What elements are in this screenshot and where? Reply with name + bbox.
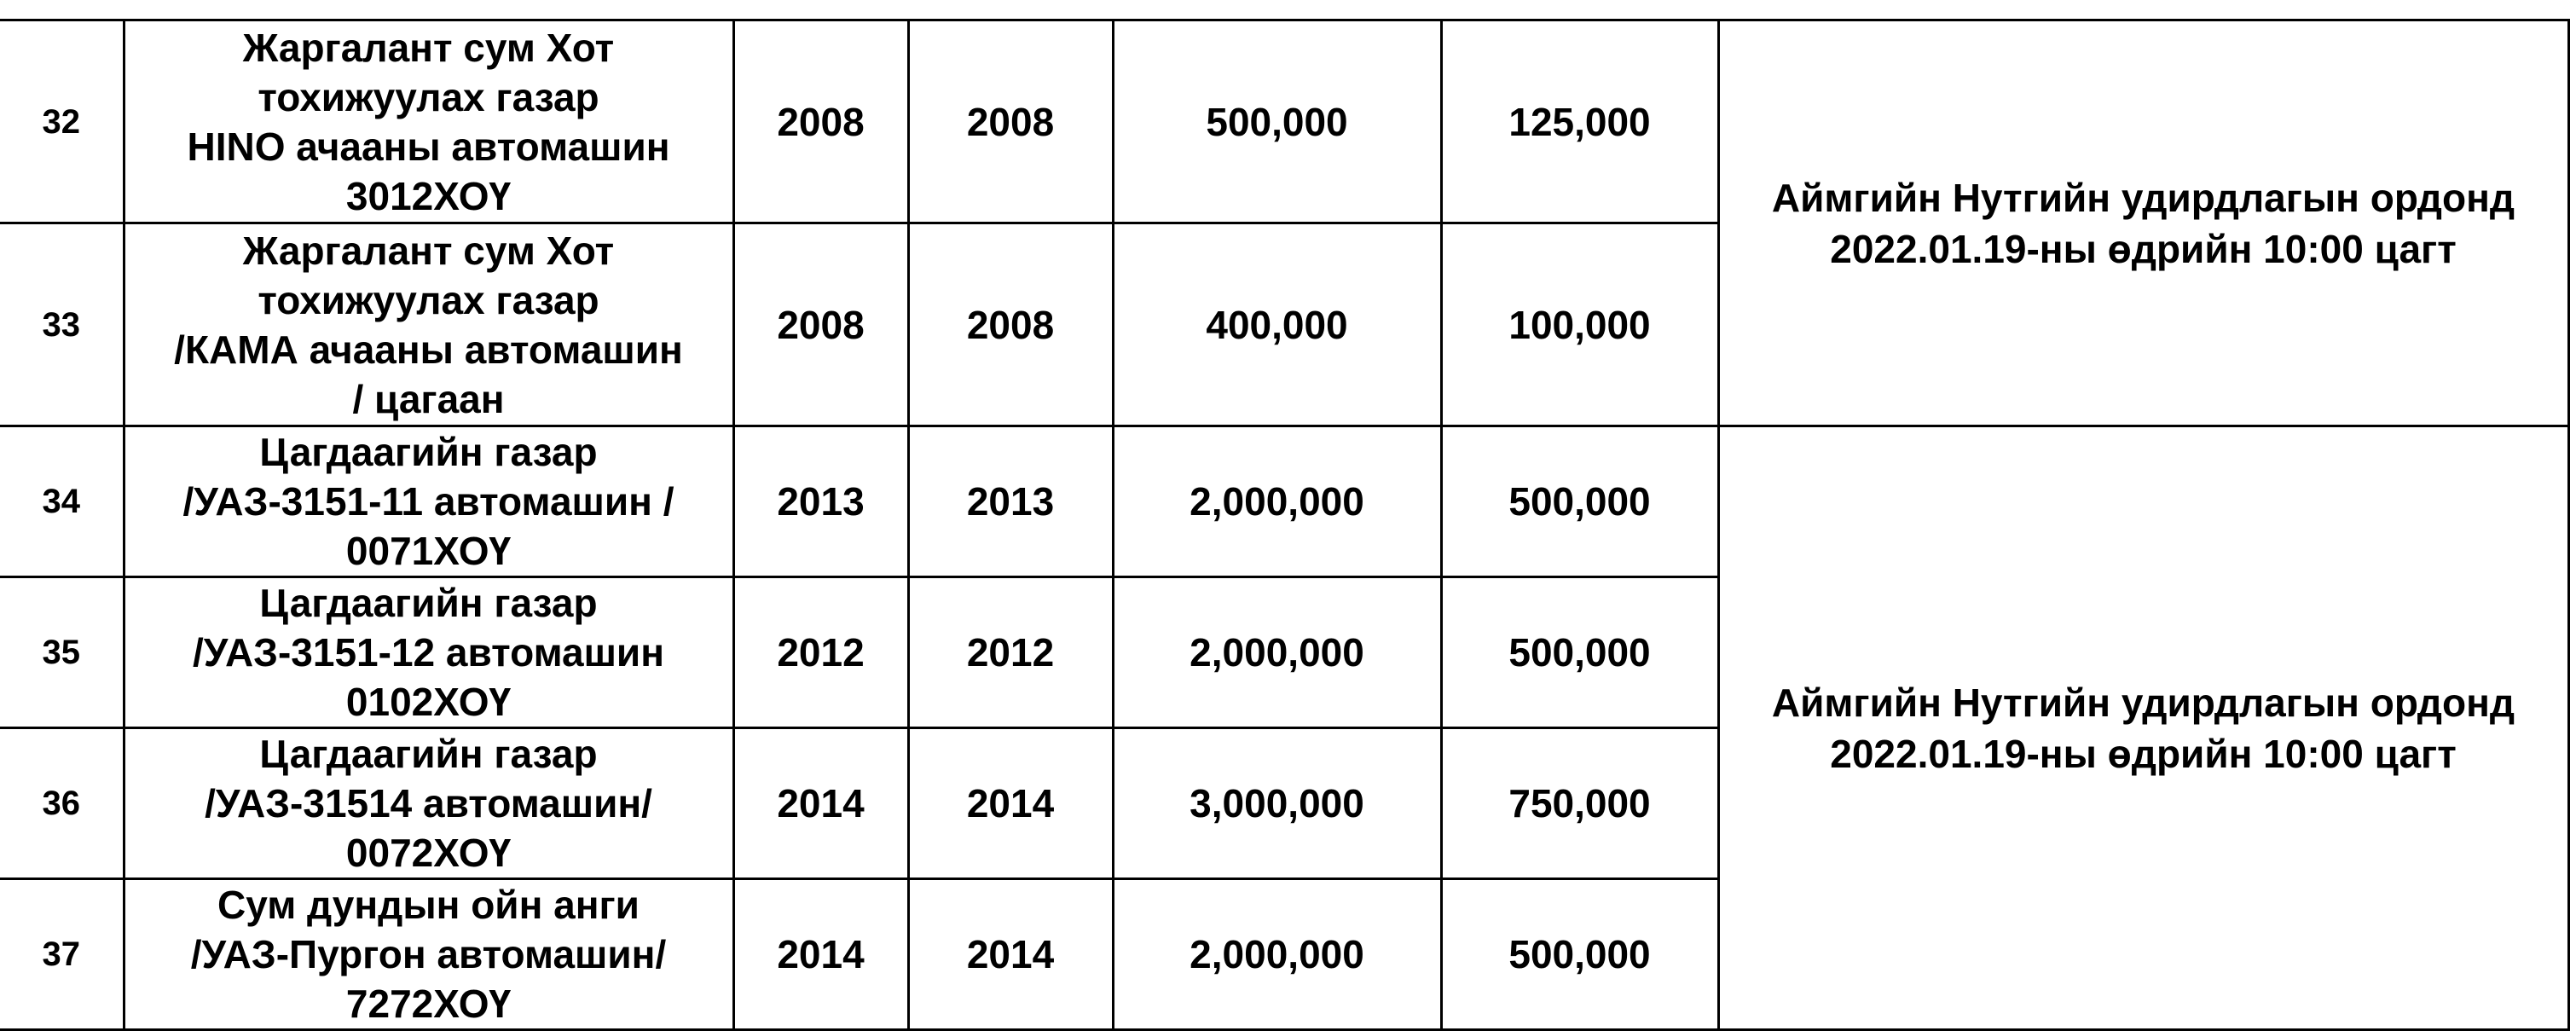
starting-price: 2,000,000 xyxy=(1111,576,1443,729)
description-line: 0102ХОҮ xyxy=(345,680,512,724)
description-line: Цагдаагийн газар xyxy=(259,732,598,776)
auction-location-1: Аймгийн Нутгийн удирдлагын ордонд 2022.0… xyxy=(1716,19,2570,427)
row-number: 37 xyxy=(0,878,125,1031)
description-line: тохижуулах газар xyxy=(258,277,599,322)
description-line: Цагдаагийн газар xyxy=(259,581,598,625)
description-line: / цагаан xyxy=(352,376,505,421)
deposit-amount: 750,000 xyxy=(1439,727,1720,880)
location-line: Аймгийн Нутгийн удирдлагын ордонд xyxy=(1771,680,2515,725)
description-line: 0071ХОҮ xyxy=(345,529,512,573)
deposit-amount: 100,000 xyxy=(1439,222,1720,427)
description-line: /УАЗ-Пургон автомашин/ xyxy=(190,932,667,976)
description-line: /УАЗ-3151-11 автомашин / xyxy=(182,479,674,524)
year-manufactured: 2008 xyxy=(732,19,910,224)
starting-price: 400,000 xyxy=(1111,222,1443,427)
description-line: 0072ХОҮ xyxy=(345,831,512,875)
table-row: 35 Цагдаагийн газар /УАЗ-3151-12 автомаш… xyxy=(0,576,2568,729)
row-number: 36 xyxy=(0,727,125,880)
vehicle-description: Сум дундын ойн анги /УАЗ-Пургон автомаши… xyxy=(122,878,735,1031)
year-manufactured: 2014 xyxy=(732,878,910,1031)
location-line: 2022.01.19-ны өдрийн 10:00 цагт xyxy=(1830,731,2457,776)
row-number: 34 xyxy=(0,425,125,578)
table-row: 32 Жаргалант сум Хот тохижуулах газар HI… xyxy=(0,19,2570,427)
table-row: 33 Жаргалант сум Хот тохижуулах газар /К… xyxy=(0,222,2568,427)
deposit-amount: 500,000 xyxy=(1439,878,1720,1031)
row-number: 33 xyxy=(0,222,125,427)
description-line: /УАЗ-3151-12 автомашин xyxy=(193,630,664,675)
location-line: Аймгийн Нутгийн удирдлагын ордонд xyxy=(1771,175,2515,220)
row-number: 35 xyxy=(0,576,125,729)
row-number: 32 xyxy=(0,19,125,224)
auction-table: 32 Жаргалант сум Хот тохижуулах газар HI… xyxy=(0,19,2570,1031)
deposit-amount: 125,000 xyxy=(1439,19,1720,224)
year-manufactured: 2008 xyxy=(732,222,910,427)
starting-price: 500,000 xyxy=(1111,19,1443,224)
location-line: 2022.01.19-ны өдрийн 10:00 цагт xyxy=(1830,226,2457,271)
year-imported: 2012 xyxy=(906,576,1114,729)
description-line: 3012ХОҮ xyxy=(345,173,512,218)
deposit-amount: 500,000 xyxy=(1439,425,1720,578)
vehicle-description: Жаргалант сум Хот тохижуулах газар /КАМА… xyxy=(122,222,735,427)
table-row: 34 Цагдаагийн газар /УАЗ-3151-11 автомаш… xyxy=(0,425,2570,1031)
starting-price: 2,000,000 xyxy=(1111,878,1443,1031)
vehicle-description: Цагдаагийн газар /УАЗ-31514 автомашин/ 0… xyxy=(122,727,735,880)
description-line: 7272ХОҮ xyxy=(345,982,512,1026)
table-row: 37 Сум дундын ойн анги /УАЗ-Пургон автом… xyxy=(0,878,2568,1031)
vehicle-description: Цагдаагийн газар /УАЗ-3151-12 автомашин … xyxy=(122,576,735,729)
vehicle-description: Цагдаагийн газар /УАЗ-3151-11 автомашин … xyxy=(122,425,735,578)
table-row: 36 Цагдаагийн газар /УАЗ-31514 автомашин… xyxy=(0,727,2568,880)
starting-price: 3,000,000 xyxy=(1111,727,1443,880)
description-line: тохижуулах газар xyxy=(258,74,599,119)
year-imported: 2014 xyxy=(906,878,1114,1031)
year-manufactured: 2014 xyxy=(732,727,910,880)
auction-location-2: Аймгийн Нутгийн удирдлагын ордонд 2022.0… xyxy=(1716,425,2570,1031)
starting-price: 2,000,000 xyxy=(1111,425,1443,578)
description-line: /УАЗ-31514 автомашин/ xyxy=(205,781,652,825)
description-line: Жаргалант сум Хот xyxy=(242,25,615,70)
year-manufactured: 2012 xyxy=(732,576,910,729)
description-line: /КАМА ачааны автомашин xyxy=(174,327,683,372)
year-imported: 2014 xyxy=(906,727,1114,880)
deposit-amount: 500,000 xyxy=(1439,576,1720,729)
vehicle-description: Жаргалант сум Хот тохижуулах газар HINO … xyxy=(122,19,735,224)
description-line: HINO ачааны автомашин xyxy=(187,124,670,169)
description-line: Цагдаагийн газар xyxy=(259,430,598,474)
year-imported: 2013 xyxy=(906,425,1114,578)
description-line: Жаргалант сум Хот xyxy=(242,228,615,273)
year-manufactured: 2013 xyxy=(732,425,910,578)
year-imported: 2008 xyxy=(906,222,1114,427)
description-line: Сум дундын ойн анги xyxy=(217,883,640,927)
year-imported: 2008 xyxy=(906,19,1114,224)
